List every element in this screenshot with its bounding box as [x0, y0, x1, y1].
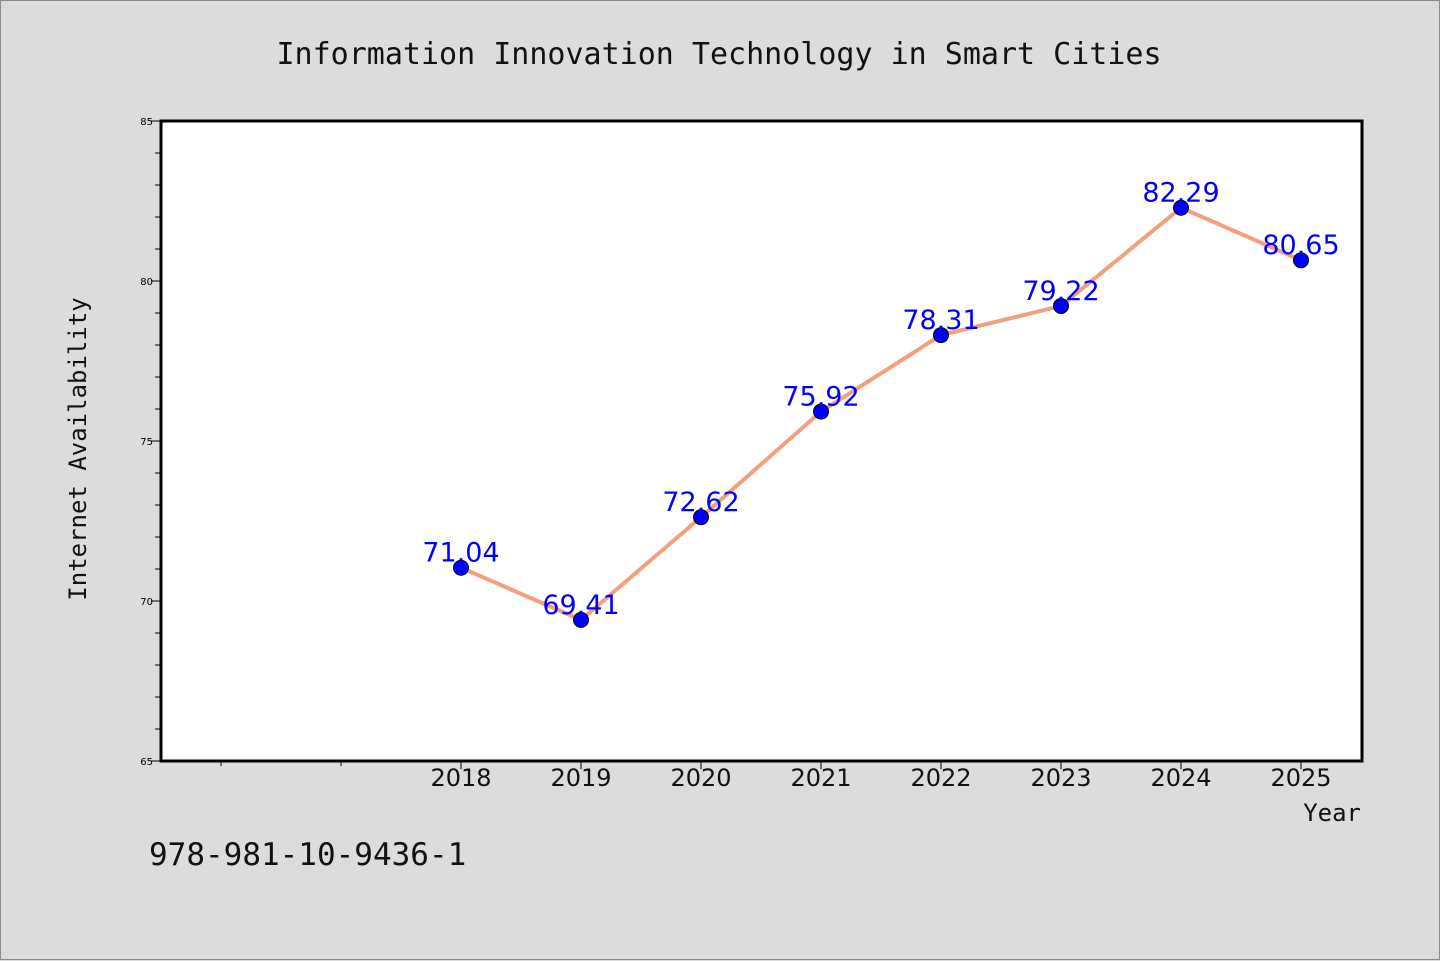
x-tick-label: 2025 — [1270, 764, 1331, 792]
data-label: 80.65 — [1262, 230, 1339, 261]
chart-title: Information Innovation Technology in Sma… — [276, 37, 1161, 72]
data-labels: 71.04 69.41 72.62 75.92 78.31 79.22 82.29 80.65 — [422, 178, 1339, 621]
y-tick-label: 65 — [140, 757, 153, 768]
data-label: 79.22 — [1022, 276, 1099, 307]
x-tick-label: 2021 — [790, 764, 851, 792]
data-label: 75.92 — [782, 382, 859, 413]
x-tick-label: 2018 — [430, 764, 491, 792]
y-axis-label: Internet Availability — [64, 297, 92, 600]
x-tick-label: 2019 — [550, 764, 611, 792]
y-tick-label: 85 — [140, 117, 153, 128]
data-point — [1293, 252, 1309, 269]
x-axis: 2018 2019 2020 2021 2022 2023 2024 2025 — [220, 761, 1332, 792]
y-tick-label: 75 — [140, 437, 153, 448]
x-axis-label: Year — [1303, 799, 1361, 827]
data-label: 72.62 — [662, 487, 739, 518]
y-tick-label: 70 — [140, 597, 153, 608]
y-tick-label: 80 — [140, 277, 153, 288]
data-label: 78.31 — [902, 305, 979, 336]
data-point — [1173, 199, 1189, 216]
data-label: 82.29 — [1142, 178, 1219, 209]
data-point — [453, 559, 469, 576]
x-tick-label: 2024 — [1150, 764, 1211, 792]
x-tick-label: 2020 — [670, 764, 731, 792]
plot-area — [159, 119, 1364, 763]
x-tick-label: 2022 — [910, 764, 971, 792]
data-point — [573, 611, 589, 628]
isbn-text: 978-981-10-9436-1 — [149, 837, 466, 873]
series-line — [459, 205, 1303, 622]
data-point — [933, 327, 949, 344]
data-label: 71.04 — [422, 538, 499, 569]
data-point — [813, 403, 829, 420]
data-point — [693, 509, 709, 526]
x-tick-label: 2023 — [1030, 764, 1091, 792]
data-point — [1053, 297, 1069, 314]
y-axis: 65 70 75 80 85 — [140, 117, 161, 768]
series-markers — [453, 199, 1309, 628]
data-label: 69.41 — [542, 590, 619, 621]
